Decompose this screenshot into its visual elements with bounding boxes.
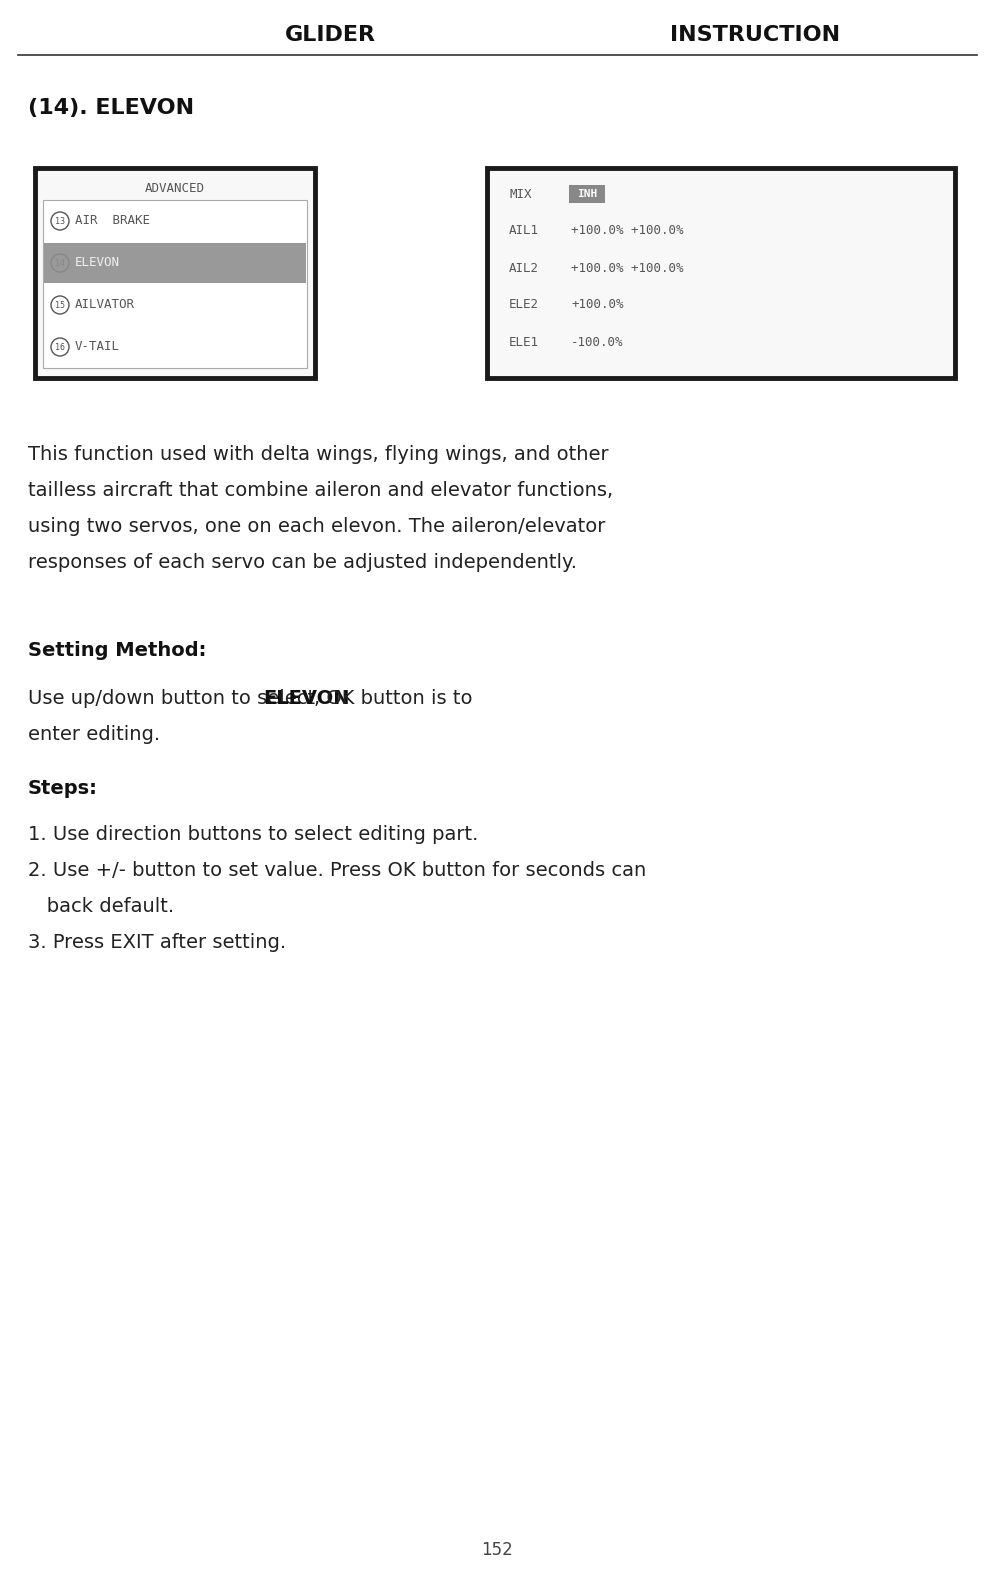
Text: 13: 13 bbox=[55, 216, 65, 225]
Text: 152: 152 bbox=[481, 1540, 512, 1559]
Text: tailless aircraft that combine aileron and elevator functions,: tailless aircraft that combine aileron a… bbox=[28, 482, 612, 501]
Text: V-TAIL: V-TAIL bbox=[75, 340, 120, 353]
Text: This function used with delta wings, flying wings, and other: This function used with delta wings, fly… bbox=[28, 446, 608, 465]
Text: ADVANCED: ADVANCED bbox=[145, 181, 205, 194]
Text: 2. Use +/- button to set value. Press OK button for seconds can: 2. Use +/- button to set value. Press OK… bbox=[28, 862, 645, 880]
Text: , OK button is to: , OK button is to bbox=[314, 688, 472, 707]
Text: MIX: MIX bbox=[509, 187, 531, 200]
Text: Steps:: Steps: bbox=[28, 780, 97, 799]
Text: 3. Press EXIT after setting.: 3. Press EXIT after setting. bbox=[28, 934, 286, 953]
Bar bbox=[44, 243, 306, 284]
Text: +100.0% +100.0%: +100.0% +100.0% bbox=[571, 225, 683, 238]
Text: AILVATOR: AILVATOR bbox=[75, 299, 135, 312]
Text: Use up/down button to select: Use up/down button to select bbox=[28, 688, 321, 707]
Text: (14). ELEVON: (14). ELEVON bbox=[28, 98, 194, 118]
Text: back default.: back default. bbox=[28, 898, 174, 917]
Text: INH: INH bbox=[577, 189, 596, 198]
Text: AIR  BRAKE: AIR BRAKE bbox=[75, 214, 150, 227]
Text: responses of each servo can be adjusted independently.: responses of each servo can be adjusted … bbox=[28, 553, 577, 572]
Text: enter editing.: enter editing. bbox=[28, 724, 160, 743]
Text: GLIDER: GLIDER bbox=[284, 25, 375, 46]
Bar bbox=[43, 200, 307, 369]
Text: ELE2: ELE2 bbox=[509, 299, 539, 312]
Bar bbox=[35, 169, 315, 378]
Text: 1. Use direction buttons to select editing part.: 1. Use direction buttons to select editi… bbox=[28, 825, 478, 844]
Text: ELEVON: ELEVON bbox=[262, 688, 349, 707]
Text: 15: 15 bbox=[55, 301, 65, 310]
Text: ELE1: ELE1 bbox=[509, 335, 539, 348]
Text: +100.0%: +100.0% bbox=[571, 299, 623, 312]
Text: Setting Method:: Setting Method: bbox=[28, 641, 206, 660]
Bar bbox=[569, 184, 604, 203]
Text: +100.0% +100.0%: +100.0% +100.0% bbox=[571, 261, 683, 274]
Text: -100.0%: -100.0% bbox=[571, 335, 623, 348]
Bar bbox=[486, 169, 954, 378]
Text: INSTRUCTION: INSTRUCTION bbox=[669, 25, 839, 46]
Text: ELEVON: ELEVON bbox=[75, 257, 120, 269]
Text: using two servos, one on each elevon. The aileron/elevator: using two servos, one on each elevon. Th… bbox=[28, 518, 604, 537]
Text: AIL1: AIL1 bbox=[509, 225, 539, 238]
Text: 16: 16 bbox=[55, 342, 65, 351]
Text: AIL2: AIL2 bbox=[509, 261, 539, 274]
Text: 14: 14 bbox=[55, 258, 65, 268]
